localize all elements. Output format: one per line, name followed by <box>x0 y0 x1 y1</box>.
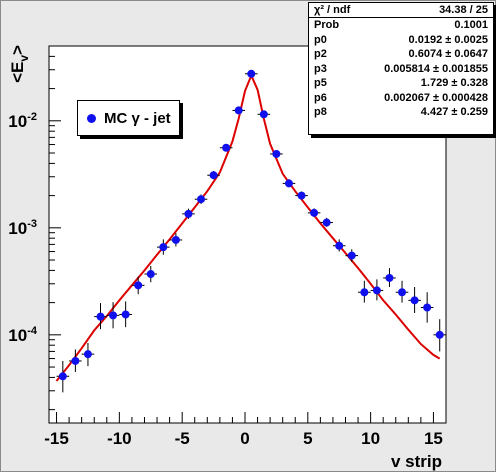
data-point <box>121 310 130 319</box>
stats-value: 0.005814 ± 0.001855 <box>384 62 488 75</box>
x-tick-label: 10 <box>361 429 380 448</box>
stats-value: 0.0192 ± 0.0025 <box>408 33 488 46</box>
data-point <box>234 106 243 115</box>
y-tick-label: 10-3 <box>8 218 37 238</box>
data-point <box>372 286 381 295</box>
data-point <box>209 171 218 180</box>
data-point <box>259 110 268 119</box>
stats-value: 1.729 ± 0.328 <box>420 77 488 89</box>
stats-row: p6 0.002067 ± 0.000428 <box>309 91 493 106</box>
stats-label: Prob <box>314 19 340 31</box>
stats-label: p8 <box>314 106 327 118</box>
data-point <box>335 241 344 250</box>
data-point <box>435 330 444 339</box>
data-point <box>134 281 143 290</box>
y-tick-label: 10-2 <box>8 111 37 131</box>
x-axis-title: v strip <box>391 452 442 471</box>
data-point <box>58 372 67 381</box>
data-point <box>109 311 118 320</box>
stats-value: 4.427 ± 0.259 <box>420 106 488 118</box>
data-point <box>71 356 80 365</box>
data-point <box>297 191 306 200</box>
stats-label: p6 <box>314 91 327 104</box>
data-point <box>423 303 432 312</box>
y-tick-label: 10-4 <box>8 325 38 345</box>
stats-row: p2 0.6074 ± 0.0647 <box>309 47 493 62</box>
data-point <box>146 270 155 279</box>
stats-header-row: χ² / ndf 34.38 / 25 <box>309 3 493 18</box>
data-point <box>410 296 419 305</box>
stats-label: p0 <box>314 33 327 46</box>
stats-row: p5 1.729 ± 0.328 <box>309 76 493 91</box>
data-point <box>347 251 356 260</box>
x-tick-label: -5 <box>175 429 190 448</box>
x-tick-label: -10 <box>107 429 132 448</box>
data-point <box>360 288 369 297</box>
stats-label: p2 <box>314 48 327 60</box>
data-point <box>197 195 206 204</box>
stats-value: 0.002067 ± 0.000428 <box>384 91 488 104</box>
stats-value: 0.1001 <box>454 19 488 31</box>
legend: MC γ - jet <box>77 100 180 136</box>
x-tick-label: 15 <box>424 429 443 448</box>
y-axis-title: <Ev> <box>8 45 31 83</box>
stats-label: p5 <box>314 77 327 89</box>
stats-row: p0 0.0192 ± 0.0025 <box>309 33 493 48</box>
legend-label: MC γ - jet <box>104 109 171 127</box>
data-point <box>247 69 256 78</box>
data-point <box>184 209 193 218</box>
data-point <box>310 208 319 217</box>
data-point <box>222 143 231 152</box>
data-point <box>83 350 92 359</box>
x-tick-label: 0 <box>240 429 249 448</box>
stats-row: p3 0.005814 ± 0.001855 <box>309 62 493 77</box>
legend-marker-icon <box>87 113 96 123</box>
stats-value: 0.6074 ± 0.0647 <box>408 48 488 60</box>
stats-row: p8 4.427 ± 0.259 <box>309 105 493 120</box>
stats-header-value: 34.38 / 25 <box>439 4 488 16</box>
data-point <box>159 243 168 252</box>
stats-header-label: χ² / ndf <box>314 4 351 16</box>
data-point <box>272 149 281 158</box>
data-point <box>322 218 331 227</box>
stats-label: p3 <box>314 62 327 75</box>
data-point <box>284 179 293 188</box>
data-point <box>385 273 394 282</box>
x-tick-label: 5 <box>303 429 312 448</box>
data-point <box>171 235 180 244</box>
stats-row: Prob 0.1001 <box>309 18 493 33</box>
x-tick-label: -15 <box>44 429 69 448</box>
data-point <box>398 288 407 297</box>
fit-stats-box: χ² / ndf 34.38 / 25 Prob 0.1001 p0 0.019… <box>308 2 494 135</box>
data-point <box>96 312 105 321</box>
